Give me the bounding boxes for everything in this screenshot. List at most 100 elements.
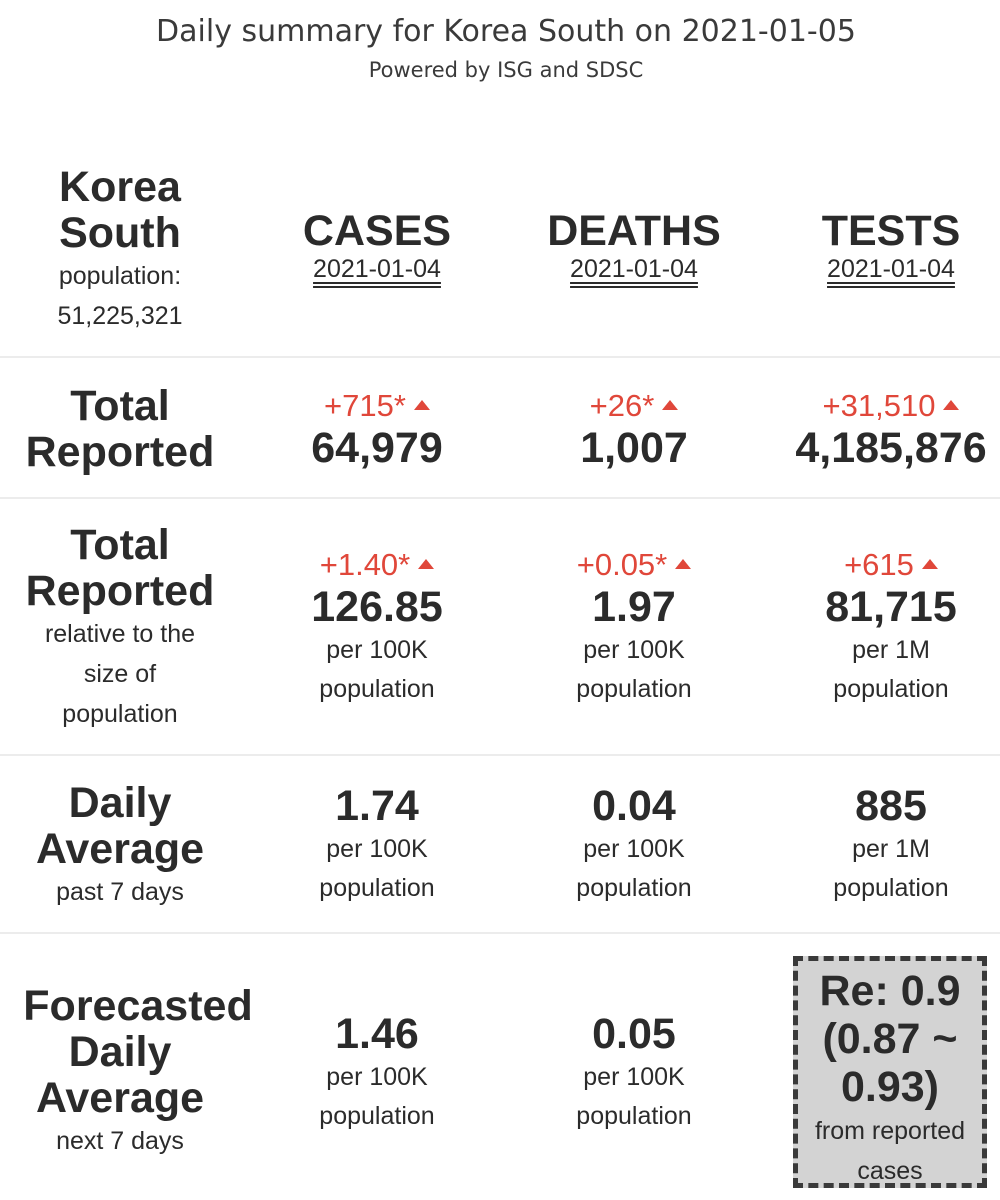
page-title: Daily summary for Korea South on 2021-01… [156,14,856,49]
relative-cases-delta: +1.40* [257,547,497,583]
daily-average-sub: past 7 days [56,878,184,906]
triangle-up-icon [943,399,960,410]
daily-average-label-line2: Average [35,825,205,873]
forecast-deaths-value: 0.05 [592,1010,676,1058]
total-reported-label: Total Reported [0,383,240,475]
country-block: Korea South population: 51,225,321 [0,164,240,336]
deaths-column-header: DEATHS 2021-01-04 [514,208,754,284]
forecast-cases-cell: 1.46 per 100K population [257,1010,497,1136]
re-source-line2: cases [857,1157,923,1185]
relative-tests-unit2: population [833,675,949,703]
daily-average-label-line1: Daily [68,779,172,827]
relative-deaths-delta-text: +0.05* [576,547,668,582]
daily-tests-unit1: per 1M [852,835,930,863]
total-cases-delta-text: +715* [324,388,406,423]
total-cases-cell: +715* 64,979 [257,388,497,472]
population-value: 51,225,321 [57,302,183,330]
relative-sub-line3: population [62,700,178,728]
total-tests-cell: +31,510 4,185,876 [771,388,1000,472]
re-value-line1: Re: 0.9 [819,967,961,1015]
row-divider [0,356,1000,358]
daily-cases-value: 1.74 [335,782,419,830]
total-tests-delta-text: +31,510 [822,388,936,423]
total-deaths-cell: +26* 1,007 [514,388,754,472]
triangle-up-icon [921,558,938,569]
tests-column-header: TESTS 2021-01-04 [771,208,1000,284]
relative-deaths-cell: +0.05* 1.97 per 100K population [514,547,754,709]
daily-tests-unit2: population [833,874,949,902]
daily-deaths-cell: 0.04 per 100K population [514,782,754,908]
forecast-cases-unit2: population [319,1102,435,1130]
relative-cases-delta-text: +1.40* [319,547,411,582]
population-label: population: [58,262,182,290]
relative-deaths-delta: +0.05* [514,547,754,583]
relative-cases-cell: +1.40* 126.85 per 100K population [257,547,497,709]
daily-cases-unit1: per 100K [326,835,428,863]
total-tests-delta: +31,510 [771,388,1000,424]
triangle-up-icon [413,399,430,410]
total-cases-delta: +715* [257,388,497,424]
cases-header-date[interactable]: 2021-01-04 [313,255,441,283]
forecast-cases-unit1: per 100K [326,1063,428,1091]
relative-tests-cell: +615 81,715 per 1M population [771,547,1000,709]
forecast-label-line3: Average [35,1074,205,1122]
forecast-label-line2: Daily [68,1028,172,1076]
daily-cases-unit2: population [319,874,435,902]
forecast-label: Forecasted Daily Average next 7 days [0,983,276,1161]
relative-tests-delta: +615 [771,547,1000,583]
relative-label: Total Reported relative to the size of p… [0,522,240,734]
relative-deaths-value: 1.97 [592,583,676,631]
total-deaths-delta-text: +26* [589,388,655,423]
relative-sub-line2: size of [83,660,157,688]
country-name-line2: South [59,209,181,257]
deaths-header-date[interactable]: 2021-01-04 [570,255,698,283]
relative-cases-unit1: per 100K [326,636,428,664]
forecast-label-line1: Forecasted [23,982,253,1030]
triangle-up-icon [662,399,679,410]
row-divider [0,932,1000,934]
relative-tests-value: 81,715 [825,583,957,631]
triangle-up-icon [418,558,435,569]
country-name-line1: Korea [59,163,181,211]
relative-label-line2: Reported [25,567,215,615]
daily-tests-value: 885 [855,782,927,830]
total-reported-label-line2: Reported [25,428,215,476]
re-source-line1: from reported [814,1117,966,1145]
page-subtitle: Powered by ISG and SDSC [368,58,644,82]
re-value-line2: (0.87 ~ [822,1015,958,1063]
forecast-deaths-cell: 0.05 per 100K population [514,1010,754,1136]
deaths-header-label: DEATHS [547,207,721,255]
relative-deaths-unit1: per 100K [583,636,685,664]
relative-cases-value: 126.85 [311,583,443,631]
re-estimate-box: Re: 0.9 (0.87 ~ 0.93) from reported case… [793,956,987,1188]
daily-tests-cell: 885 per 1M population [771,782,1000,908]
forecast-cases-value: 1.46 [335,1010,419,1058]
daily-average-label: Daily Average past 7 days [0,780,240,912]
total-deaths-delta: +26* [514,388,754,424]
relative-label-line1: Total [70,521,170,569]
forecast-deaths-unit2: population [576,1102,692,1130]
forecast-sub: next 7 days [56,1127,184,1155]
relative-cases-unit2: population [319,675,435,703]
relative-deaths-unit2: population [576,675,692,703]
total-reported-label-line1: Total [70,382,170,430]
daily-cases-cell: 1.74 per 100K population [257,782,497,908]
relative-tests-unit1: per 1M [852,636,930,664]
forecast-deaths-unit1: per 100K [583,1063,685,1091]
tests-header-label: TESTS [821,207,961,255]
row-divider [0,497,1000,499]
daily-deaths-unit2: population [576,874,692,902]
tests-header-date[interactable]: 2021-01-04 [827,255,955,283]
re-value-line3: 0.93) [840,1063,939,1111]
triangle-up-icon [675,558,692,569]
daily-deaths-value: 0.04 [592,782,676,830]
row-divider [0,754,1000,756]
cases-header-label: CASES [302,207,452,255]
total-tests-value: 4,185,876 [795,424,987,472]
total-cases-value: 64,979 [311,424,443,472]
total-deaths-value: 1,007 [580,424,688,472]
daily-deaths-unit1: per 100K [583,835,685,863]
relative-sub-line1: relative to the [44,620,196,648]
relative-tests-delta-text: +615 [844,547,914,582]
cases-column-header: CASES 2021-01-04 [257,208,497,284]
